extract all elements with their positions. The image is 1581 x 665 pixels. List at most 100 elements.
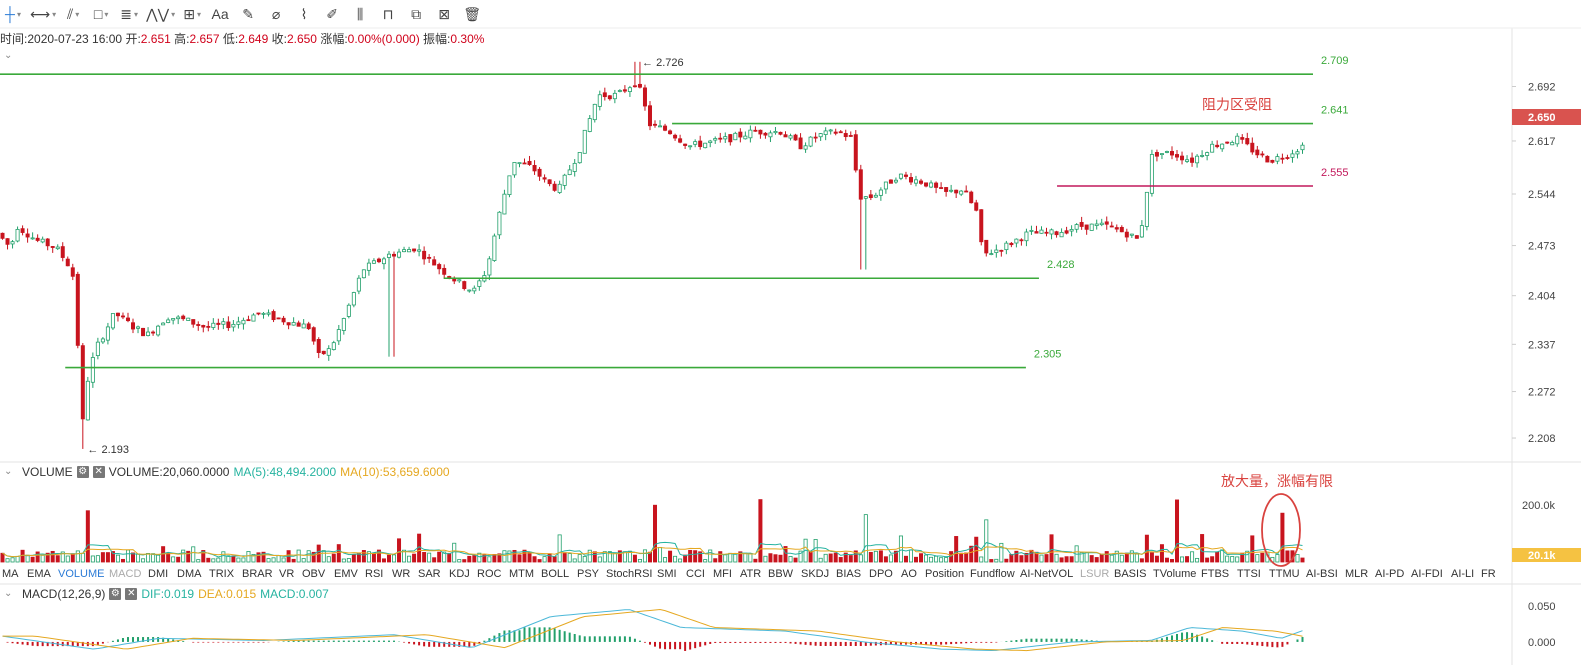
dropdown-caret-icon[interactable]: ▾ xyxy=(133,9,138,19)
candle-body xyxy=(256,312,261,315)
tab-mfi[interactable]: MFI xyxy=(713,568,732,580)
tab-bias[interactable]: BIAS xyxy=(836,568,862,580)
tab-lsur[interactable]: LSUR xyxy=(1080,568,1110,580)
tab-fr[interactable]: FR xyxy=(1481,568,1496,580)
hide-tool-icon[interactable]: ⊠ xyxy=(438,5,450,22)
collapse-price-pane-chevron-icon[interactable]: ⌄ xyxy=(4,50,13,61)
tab-macd[interactable]: MACD xyxy=(109,568,142,580)
tab-bbw[interactable]: BBW xyxy=(768,568,794,580)
tab-mlr[interactable]: MLR xyxy=(1345,568,1369,580)
tab-trix[interactable]: TRIX xyxy=(209,568,235,580)
tab-tvolume[interactable]: TVolume xyxy=(1153,568,1197,580)
volume-settings-gear-icon[interactable]: ⚙ xyxy=(76,466,89,478)
tab-ao[interactable]: AO xyxy=(901,568,917,580)
dropdown-caret-icon[interactable]: ▾ xyxy=(52,9,57,19)
candle-body xyxy=(276,317,281,320)
tab-cci[interactable]: CCI xyxy=(686,568,705,580)
volume-bar xyxy=(366,551,371,563)
tab-brar[interactable]: BRAR xyxy=(242,568,273,580)
tab-ftbs[interactable]: FTBS xyxy=(1201,568,1230,580)
tab-smi[interactable]: SMI xyxy=(657,568,677,580)
volume-bar xyxy=(974,536,979,563)
tab-ai-netvol[interactable]: AI-NetVOL xyxy=(1020,568,1074,580)
volume-bar xyxy=(592,551,597,563)
tab-ma[interactable]: MA xyxy=(2,568,19,580)
tab-ai-bsi[interactable]: AI-BSI xyxy=(1306,568,1338,580)
tab-vr[interactable]: VR xyxy=(279,568,295,580)
tab-position[interactable]: Position xyxy=(925,568,965,580)
dropdown-caret-icon[interactable]: ▾ xyxy=(196,9,201,19)
magnet-tool-icon[interactable]: ⌀ xyxy=(271,5,281,22)
bar-pattern-tool-icon[interactable]: ⫼ xyxy=(356,5,364,22)
tab-obv[interactable]: OBV xyxy=(302,568,326,580)
tab-dma[interactable]: DMA xyxy=(177,568,202,580)
tab-boll[interactable]: BOLL xyxy=(541,568,570,580)
tab-dmi[interactable]: DMI xyxy=(148,568,169,580)
candle-body xyxy=(587,118,592,132)
candle-body xyxy=(437,264,442,270)
ruler-tool-icon[interactable]: ⌇ xyxy=(300,5,308,22)
fib-tool-icon[interactable]: ≣ ▾ xyxy=(120,5,138,22)
tab-emv[interactable]: EMV xyxy=(334,568,358,580)
volume-bar xyxy=(125,549,130,563)
volume-close-icon[interactable]: ✕ xyxy=(92,466,105,478)
candle-body xyxy=(688,145,693,148)
tab-ttmu[interactable]: TTMU xyxy=(1269,568,1300,580)
tab-ai-pd[interactable]: AI-PD xyxy=(1375,568,1405,580)
tab-rsi[interactable]: RSI xyxy=(365,568,384,580)
macd-value: MACD:0.007 xyxy=(260,587,329,601)
wave-tool-icon[interactable]: ⋀⋁ ▾ xyxy=(146,5,176,22)
tab-ttsi[interactable]: TTSI xyxy=(1237,568,1261,580)
horizontal-line-tool-icon[interactable]: ⟷ ▾ xyxy=(30,5,57,22)
measure-tool-icon[interactable]: ⊞ ▾ xyxy=(183,5,201,22)
dropdown-caret-icon[interactable]: ▾ xyxy=(171,9,176,19)
tab-kdj[interactable]: KDJ xyxy=(449,568,470,580)
tab-atr[interactable]: ATR xyxy=(740,568,762,580)
crosshair-tool-icon[interactable]: ┼ ▾ xyxy=(5,6,21,22)
trend-line-tool-icon[interactable]: ⫽ ▾ xyxy=(66,5,80,22)
dropdown-caret-icon[interactable]: ▾ xyxy=(16,9,21,19)
candle-body xyxy=(1159,153,1164,155)
tab-psy[interactable]: PSY xyxy=(577,568,600,580)
tab-wr[interactable]: WR xyxy=(392,568,411,580)
collapse-volume-pane-chevron-icon[interactable]: ⌄ xyxy=(4,466,13,477)
volume-bar xyxy=(25,554,30,563)
candle-body xyxy=(1275,156,1280,162)
tab-volume[interactable]: VOLUME xyxy=(58,568,105,580)
text-tool-icon[interactable]: Aa xyxy=(211,6,229,22)
volume-bar xyxy=(131,552,136,563)
macd-close-icon[interactable]: ✕ xyxy=(125,588,138,600)
candle-body xyxy=(507,175,512,196)
tab-stochrsi[interactable]: StochRSI xyxy=(606,568,653,580)
lock-tool-icon[interactable]: ⊓ xyxy=(382,5,394,22)
delete-tool-icon[interactable]: 🗑 xyxy=(463,5,481,22)
tab-ema[interactable]: EMA xyxy=(27,568,51,580)
brush-tool-icon[interactable]: ✎ xyxy=(242,5,254,22)
volume-bar xyxy=(1134,553,1139,563)
candle-body xyxy=(125,317,130,322)
tab-fundflow[interactable]: Fundflow xyxy=(970,568,1015,580)
pen-tool-icon[interactable]: ✐ xyxy=(326,5,338,22)
collapse-macd-pane-chevron-icon[interactable]: ⌄ xyxy=(4,588,13,599)
candle-body xyxy=(326,348,331,356)
macd-settings-gear-icon[interactable]: ⚙ xyxy=(109,588,122,600)
copy-tool-icon[interactable]: ⧉ xyxy=(411,5,422,22)
dropdown-caret-icon[interactable]: ▾ xyxy=(104,9,109,19)
tab-mtm[interactable]: MTM xyxy=(509,568,535,580)
tab-ai-fdi[interactable]: AI-FDI xyxy=(1411,568,1443,580)
candle-body xyxy=(848,135,853,137)
rectangle-tool-icon[interactable]: □ ▾ xyxy=(93,6,109,22)
tab-sar[interactable]: SAR xyxy=(418,568,441,580)
tab-ai-li[interactable]: AI-LI xyxy=(1451,568,1475,580)
volume-bar xyxy=(422,552,427,563)
candle-body xyxy=(1109,225,1114,228)
tab-dpo[interactable]: DPO xyxy=(869,568,893,580)
tab-basis[interactable]: BASIS xyxy=(1114,568,1147,580)
volume-bar xyxy=(617,550,622,563)
tab-roc[interactable]: ROC xyxy=(477,568,502,580)
candle-body xyxy=(191,319,196,325)
tab-skdj[interactable]: SKDJ xyxy=(801,568,830,580)
dropdown-caret-icon[interactable]: ▾ xyxy=(75,9,80,19)
candle-body xyxy=(743,135,748,140)
